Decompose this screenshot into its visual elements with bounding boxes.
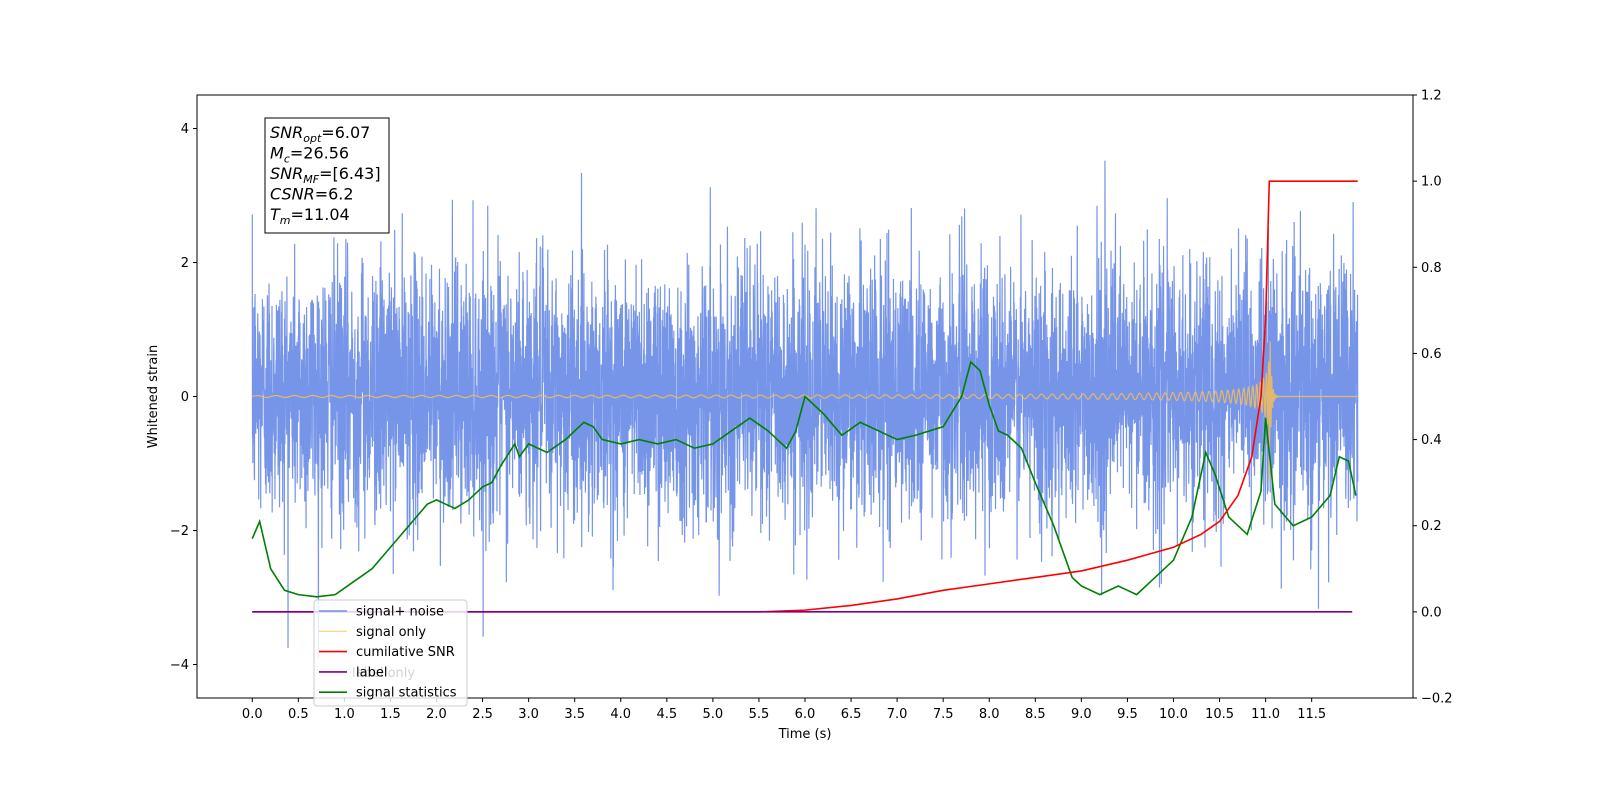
x-tick-label: 5.0 xyxy=(703,707,724,722)
x-tick-label: 4.0 xyxy=(610,707,631,722)
y-left-tick-label: 0 xyxy=(181,390,189,405)
x-tick-label: 11.5 xyxy=(1297,707,1326,722)
x-tick-label: 1.5 xyxy=(380,707,401,722)
y-right-tick-label: −0.2 xyxy=(1421,692,1453,707)
x-tick-label: 1.0 xyxy=(334,707,355,722)
info-box-line: SNRMF=[6.43] xyxy=(270,164,381,186)
x-tick-label: 2.5 xyxy=(472,707,493,722)
cumulative-snr-series xyxy=(252,180,1358,613)
y-right-tick-label: 0.4 xyxy=(1421,433,1442,448)
signal-noise-series xyxy=(251,160,1359,659)
legend-entry: signal statistics xyxy=(356,686,457,701)
y-left-tick-label: −2 xyxy=(170,524,189,539)
legend-entry: cumilative SNR xyxy=(356,645,455,660)
x-tick-label: 7.0 xyxy=(887,707,908,722)
y-left-axis-ticks: −4 −2 0 2 4 xyxy=(170,122,197,673)
signal-statistics-series xyxy=(251,360,1357,598)
y-right-tick-label: 1.2 xyxy=(1421,89,1442,104)
info-box-line: Tm=11.04 xyxy=(270,205,350,227)
y-axis-label: Whitened strain xyxy=(146,345,161,448)
x-tick-label: 3.5 xyxy=(564,707,585,722)
y-left-tick-label: −4 xyxy=(170,658,189,673)
info-box-line: CSNR=6.2 xyxy=(270,185,354,204)
x-tick-label: 5.5 xyxy=(749,707,770,722)
x-tick-label: 8.5 xyxy=(1025,707,1046,722)
x-tick-label: 10.5 xyxy=(1205,707,1234,722)
x-tick-label: 8.0 xyxy=(979,707,1000,722)
x-tick-label: 6.0 xyxy=(795,707,816,722)
x-tick-label: 9.5 xyxy=(1117,707,1138,722)
info-box-line: SNRopt=6.07 xyxy=(270,123,370,145)
signal-only-line xyxy=(252,341,1358,482)
y-right-axis-ticks: −0.2 0.0 0.2 0.4 0.6 0.8 1.0 1.2 xyxy=(1413,89,1453,707)
x-axis-ticks: 0.0 0.5 1.0 1.5 2.0 2.5 3.0 3.5 4.0 4.5 5.0 5.5 6.0 6… xyxy=(242,698,1326,722)
y-right-tick-label: 0.8 xyxy=(1421,261,1442,276)
signal-statistics-line xyxy=(251,360,1357,598)
x-tick-label: 6.5 xyxy=(841,707,862,722)
x-tick-label: 10.0 xyxy=(1159,707,1188,722)
legend-entry: signal only xyxy=(356,625,426,640)
x-tick-label: 4.5 xyxy=(656,707,677,722)
signal-noise-line xyxy=(251,160,1359,659)
y-right-tick-label: 0.0 xyxy=(1421,605,1442,620)
x-tick-label: 11.0 xyxy=(1251,707,1280,722)
legend-entry: label xyxy=(356,665,387,680)
y-right-tick-label: 0.2 xyxy=(1421,519,1442,534)
x-tick-label: 9.0 xyxy=(1071,707,1092,722)
x-tick-label: 3.0 xyxy=(518,707,539,722)
x-tick-label: 2.0 xyxy=(426,707,447,722)
y-left-tick-label: 2 xyxy=(181,256,189,271)
cumulative-snr-line xyxy=(252,180,1358,613)
y-right-tick-label: 0.6 xyxy=(1421,347,1442,362)
info-box-line: Mc=26.56 xyxy=(270,144,349,166)
x-tick-label: 0.0 xyxy=(242,707,263,722)
x-axis-label: Time (s) xyxy=(778,727,832,742)
y-right-tick-label: 1.0 xyxy=(1421,175,1442,190)
info-box: SNRopt=6.07Mc=26.56SNRMF=[6.43]CSNR=6.2T… xyxy=(264,117,390,234)
y-left-tick-label: 4 xyxy=(181,122,189,137)
signal-only-series xyxy=(252,341,1358,482)
x-tick-label: 0.5 xyxy=(288,707,309,722)
x-tick-label: 7.5 xyxy=(933,707,954,722)
info-box-frame xyxy=(264,117,390,234)
legend-frame xyxy=(313,599,468,707)
legend-entry: signal+ noise xyxy=(356,605,444,620)
